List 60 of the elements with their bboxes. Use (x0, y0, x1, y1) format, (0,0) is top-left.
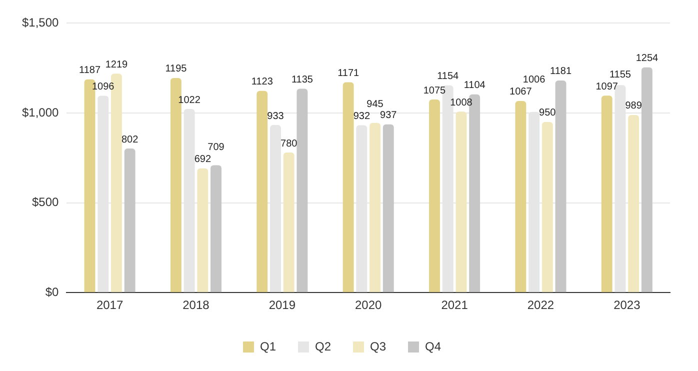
bar (124, 148, 136, 292)
data-label: 1008 (450, 97, 473, 108)
data-label: 1067 (510, 86, 532, 98)
data-label: 932 (353, 110, 370, 122)
bar (641, 67, 652, 292)
data-label: 780 (280, 138, 298, 150)
bar (555, 80, 566, 292)
y-tick-label: $1,500 (22, 16, 60, 30)
data-label: 1022 (178, 94, 201, 106)
bar (370, 122, 381, 292)
data-label: 1135 (291, 74, 314, 86)
bar (628, 114, 640, 292)
bar (283, 152, 294, 292)
data-label: 709 (208, 142, 225, 154)
data-label: 1254 (636, 53, 659, 64)
data-label: 1219 (105, 59, 128, 70)
data-label: 802 (121, 134, 139, 146)
bar (210, 165, 222, 292)
x-tick-label: 2018 (182, 298, 210, 312)
x-tick-label: 2019 (268, 298, 296, 312)
data-label: 1075 (423, 85, 446, 96)
data-label: 1154 (437, 71, 460, 82)
x-tick-label: 2021 (441, 298, 468, 312)
data-label: 1006 (522, 74, 546, 86)
bar (601, 96, 612, 292)
data-label: 692 (194, 154, 212, 166)
y-tick-label: $0 (45, 284, 60, 299)
bar (382, 124, 394, 292)
data-label: 1155 (609, 69, 632, 80)
legend-label: Q3 (370, 339, 386, 354)
bar (256, 90, 268, 292)
legend-label: Q1 (260, 339, 276, 354)
data-label: 950 (539, 108, 556, 119)
data-label: 1181 (550, 66, 572, 78)
y-tick-label: $1,000 (22, 105, 60, 120)
data-label: 945 (366, 98, 384, 110)
bar (542, 122, 553, 292)
data-label: 1096 (92, 82, 115, 93)
x-tick-label: 2022 (527, 298, 554, 312)
x-tick-label: 2017 (96, 298, 124, 312)
data-label: 1104 (464, 80, 486, 92)
data-label: 989 (625, 100, 642, 112)
legend-label: Q2 (314, 339, 332, 354)
bar (456, 112, 467, 292)
bar (296, 88, 308, 292)
data-label: 1171 (338, 68, 360, 80)
data-label: 1187 (79, 65, 101, 76)
data-label: 1195 (165, 64, 188, 75)
x-tick-label: 2023 (614, 298, 641, 312)
bar (342, 82, 354, 292)
data-label: 1123 (251, 76, 274, 88)
data-label: 933 (267, 110, 284, 122)
y-tick-label: $500 (32, 195, 60, 210)
bar (429, 100, 440, 292)
bar (197, 168, 208, 292)
data-label: 937 (380, 110, 398, 122)
x-tick-label: 2020 (355, 298, 382, 312)
legend-label: Q4 (425, 339, 442, 354)
data-label: 1097 (596, 81, 618, 92)
bar (515, 100, 526, 292)
